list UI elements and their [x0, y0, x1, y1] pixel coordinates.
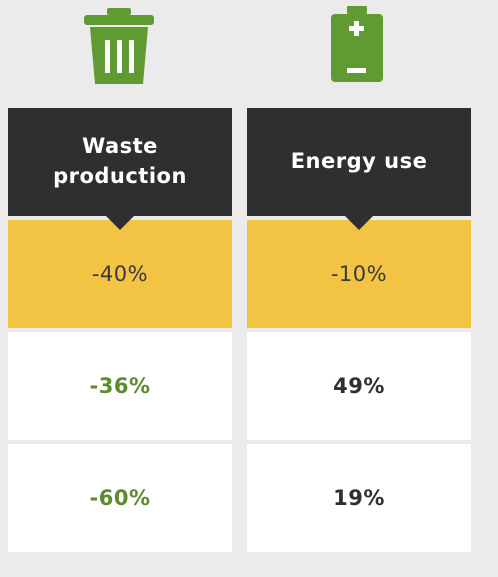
result-value: 19%	[247, 444, 471, 552]
target-value: -10%	[247, 220, 471, 328]
column-header-label: Energy use	[290, 149, 428, 173]
battery-icon	[331, 6, 383, 82]
energy-use-column: Energy use -10% 49% 19%	[247, 108, 471, 552]
result-value: -60%	[8, 444, 232, 552]
column-header-label: Waste production	[53, 134, 187, 188]
waste-production-column: Waste production -40% -36% -60%	[8, 108, 232, 552]
trash-can-icon	[84, 8, 154, 84]
result-value: -36%	[8, 332, 232, 440]
column-header: Energy use	[247, 108, 471, 216]
target-value: -40%	[8, 220, 232, 328]
result-value: 49%	[247, 332, 471, 440]
column-header: Waste production	[8, 108, 232, 216]
